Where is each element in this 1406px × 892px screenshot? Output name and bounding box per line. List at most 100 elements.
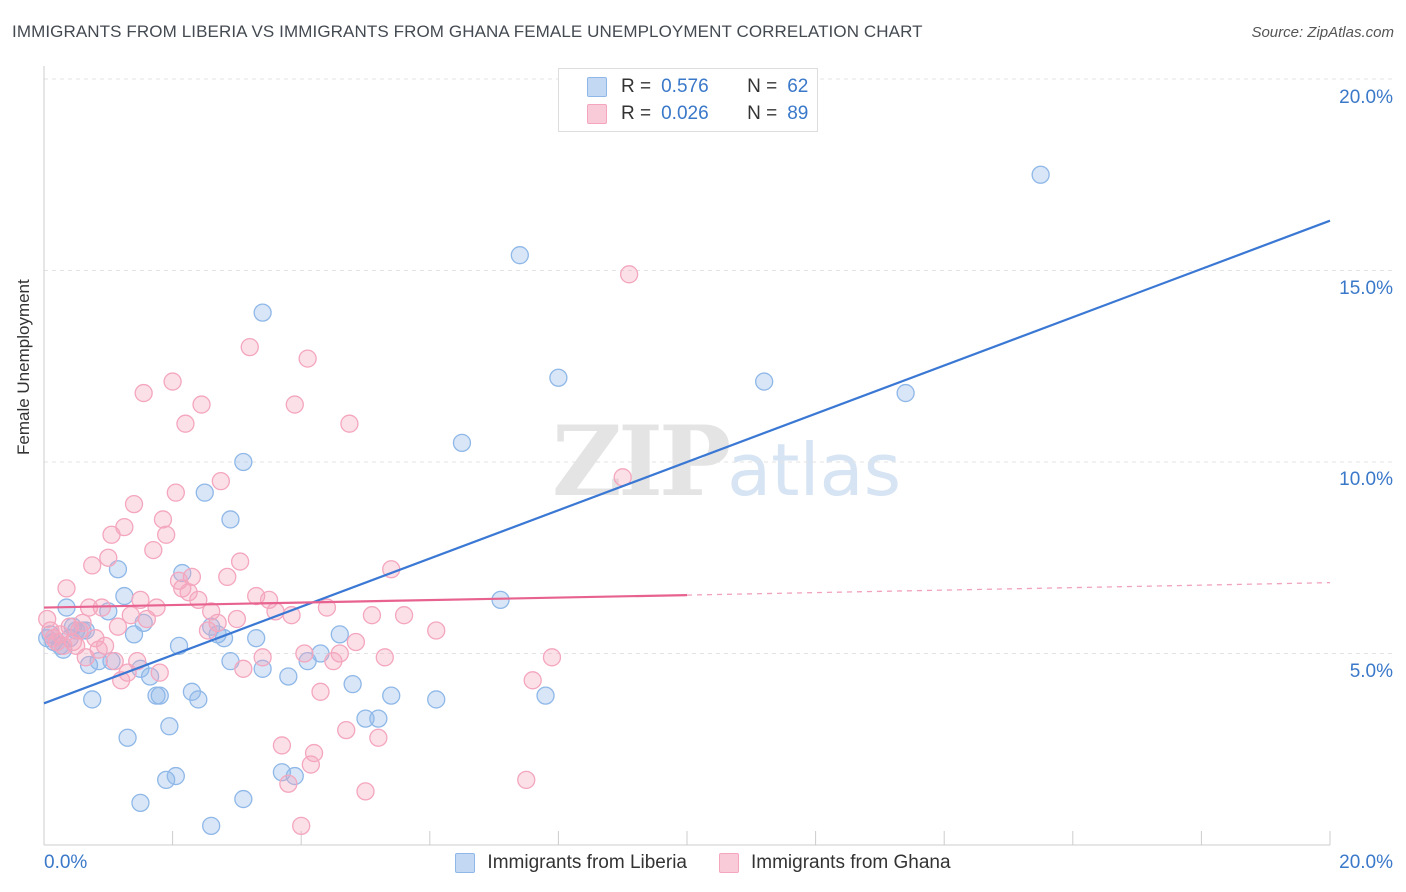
ghana-point	[362, 606, 382, 625]
ghana-point	[619, 265, 639, 284]
liberia-point	[83, 690, 102, 709]
liberia-point	[115, 586, 134, 606]
ghana-point	[234, 659, 253, 678]
liberia-trendline	[43, 219, 1331, 705]
ghana-point	[54, 636, 73, 655]
ghana-point	[83, 556, 102, 575]
ghana-point	[86, 629, 105, 648]
ghana-point	[240, 337, 259, 357]
ghana-point	[192, 395, 211, 414]
ghana-point	[317, 598, 337, 617]
n-label: N =	[747, 76, 778, 97]
ghana-point	[202, 602, 221, 621]
liberia-swatch	[587, 77, 607, 97]
ghana-point	[311, 682, 330, 701]
chart-title: IMMIGRANTS FROM LIBERIA VS IMMIGRANTS FR…	[12, 22, 923, 41]
ghana-point	[144, 540, 163, 560]
n-label: N =	[747, 103, 778, 124]
x-tick-left: 0.0%	[44, 852, 88, 873]
ghana-point	[121, 606, 140, 625]
liberia-point	[140, 667, 160, 686]
stats-legend: R = 0.576 N = 62 R = 0.026 N = 89	[558, 68, 818, 132]
y-tick-20: 20.0%	[1339, 87, 1393, 108]
ghana-point	[230, 552, 250, 571]
ghana-point	[99, 548, 118, 567]
ghana-point	[166, 483, 185, 502]
liberia-point	[330, 625, 349, 644]
ghana-trendline	[43, 593, 688, 609]
ghana-point	[272, 736, 292, 755]
ghana-point	[73, 613, 92, 633]
ghana-point	[157, 525, 176, 544]
ghana-point	[115, 517, 134, 537]
ghana-point	[176, 414, 195, 433]
ghana-point	[285, 395, 304, 414]
liberia-point	[1031, 165, 1050, 184]
liberia-point	[755, 372, 774, 391]
ghana-point	[134, 383, 153, 403]
ghana-point	[375, 648, 394, 667]
ghana-point	[208, 613, 227, 633]
ghana-point	[95, 636, 115, 655]
liberia-point	[234, 452, 253, 472]
liberia-point	[247, 629, 266, 648]
liberia-point	[202, 816, 221, 835]
ghana-point	[211, 471, 230, 491]
ghana-point	[523, 671, 542, 690]
ghana-swatch	[587, 104, 607, 124]
liberia-point	[150, 686, 169, 705]
ghana-point	[108, 617, 128, 636]
liberia-point	[536, 686, 555, 705]
liberia-point	[549, 368, 568, 387]
ghana-point	[179, 583, 198, 602]
ghana-point	[295, 644, 314, 663]
liberia-point	[189, 690, 208, 709]
liberia-point	[369, 709, 388, 728]
legend-item-ghana[interactable]: Immigrants from Ghana	[718, 852, 951, 874]
liberia-point	[160, 717, 179, 736]
liberia-point	[896, 383, 915, 403]
ghana-point	[340, 414, 359, 433]
series-legend: Immigrants from Liberia Immigrants from …	[0, 852, 1406, 874]
liberia-point	[131, 793, 150, 813]
ghana-point	[57, 579, 76, 598]
liberia-point	[382, 686, 401, 705]
ghana-point	[153, 510, 173, 529]
y-tick-10: 10.0%	[1339, 469, 1393, 490]
x-tick-right: 20.0%	[1339, 852, 1393, 873]
ghana-point	[279, 774, 298, 793]
liberia-point	[157, 770, 176, 790]
ghana-point	[301, 755, 320, 774]
ghana-point	[517, 770, 536, 790]
y-tick-5: 5.0%	[1349, 661, 1393, 682]
ghana-point	[131, 590, 150, 610]
liberia-point	[510, 246, 529, 265]
ghana-point	[304, 743, 324, 763]
n-value-liberia: 62	[787, 76, 809, 97]
liberia-point	[427, 690, 446, 709]
liberia-point	[452, 433, 472, 453]
ghana-point	[292, 816, 311, 835]
source-label: Source: ZipAtlas.com	[1251, 24, 1394, 41]
ghana-point	[369, 728, 388, 747]
ghana-point	[356, 782, 375, 801]
legend-item-liberia[interactable]: Immigrants from Liberia	[455, 852, 687, 874]
ghana-legend-label: Immigrants from Ghana	[750, 852, 951, 873]
ghana-point	[163, 372, 182, 391]
liberia-point	[166, 766, 185, 786]
liberia-point	[118, 728, 137, 747]
legend-row-liberia: R = 0.576 N = 62	[587, 75, 808, 99]
ghana-point	[298, 349, 317, 368]
n-value-ghana: 89	[787, 103, 809, 124]
ghana-point	[198, 621, 218, 640]
ghana-point	[330, 644, 349, 663]
r-label: R =	[621, 103, 652, 124]
liberia-point	[356, 709, 375, 728]
r-value-ghana: 0.026	[661, 103, 709, 124]
ghana-point	[128, 652, 147, 671]
ghana-point	[218, 567, 237, 587]
ghana-point	[542, 648, 562, 667]
ghana-point	[346, 632, 366, 652]
ghana-point	[150, 663, 169, 682]
